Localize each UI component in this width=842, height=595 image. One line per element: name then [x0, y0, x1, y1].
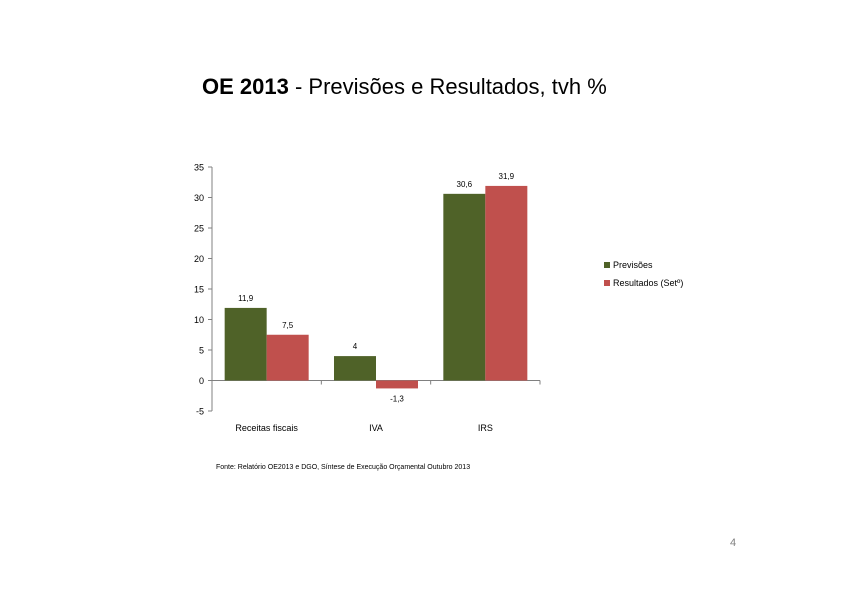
data-label: 7,5 [282, 321, 294, 330]
y-tick-label: 15 [194, 285, 204, 295]
bar [334, 356, 376, 381]
bar [443, 193, 486, 381]
category-label: IVA [369, 423, 383, 433]
title-bold: OE 2013 [202, 74, 289, 99]
category-label: IRS [478, 423, 493, 433]
page-number: 4 [730, 537, 737, 549]
y-tick-label: 35 [194, 163, 204, 173]
data-label: 4 [353, 342, 358, 351]
legend-swatch [604, 262, 610, 268]
y-tick-label: 20 [194, 254, 204, 264]
source-note: Fonte: Relatório OE2013 e DGO, Síntese d… [216, 464, 471, 471]
category-label: Receitas fiscais [235, 423, 298, 433]
y-tick-label: 10 [194, 315, 204, 325]
slide-title: OE 2013 - Previsões e Resultados, tvh % [202, 74, 607, 100]
legend-label: Resultados (Setº) [613, 278, 683, 288]
y-tick-label: 0 [199, 376, 204, 386]
bar [485, 185, 528, 381]
data-label: 31,9 [499, 172, 515, 181]
data-label: -1,3 [390, 394, 404, 403]
bar [266, 334, 309, 381]
data-label: 11,9 [238, 294, 254, 303]
y-tick-label: 5 [199, 346, 204, 356]
bar [376, 380, 418, 389]
y-tick-label: -5 [196, 407, 204, 417]
legend-label: Previsões [613, 260, 653, 270]
bar [224, 307, 267, 381]
legend-swatch [604, 280, 610, 286]
y-tick-label: 25 [194, 224, 204, 234]
y-tick-label: 30 [194, 193, 204, 203]
title-rest: - Previsões e Resultados, tvh % [288, 74, 607, 99]
data-label: 30,6 [457, 180, 473, 189]
